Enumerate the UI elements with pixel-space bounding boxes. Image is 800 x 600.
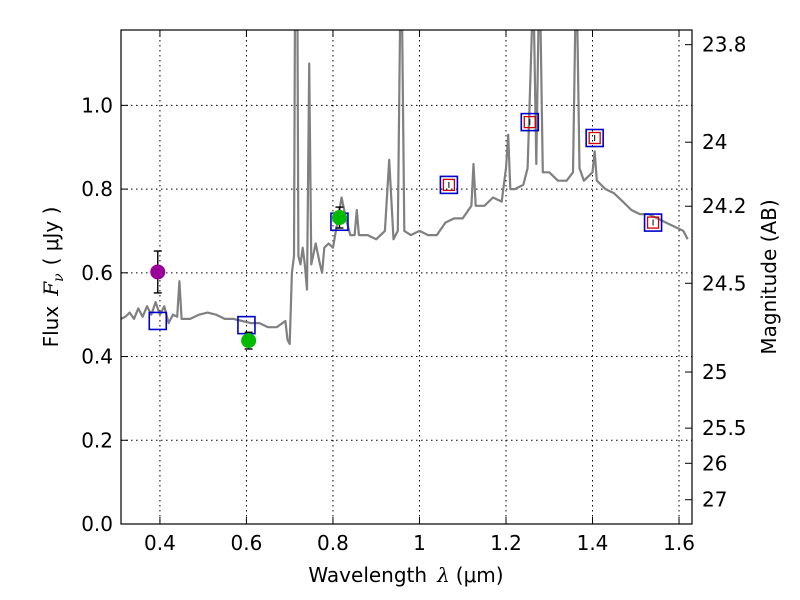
x-tick-label: 1.4 bbox=[577, 531, 609, 555]
model-spectrum-line bbox=[121, 30, 689, 346]
y-tick-label: 1.0 bbox=[81, 93, 113, 117]
y-axis-symbol: F bbox=[39, 281, 63, 297]
y-axis-label: Flux bbox=[39, 306, 63, 348]
y2-tick-label: 25.5 bbox=[702, 416, 747, 440]
y-axis-title: Flux Fν ( μJy ) bbox=[39, 207, 67, 348]
model-spectrum-layer bbox=[121, 30, 689, 346]
y-axis-subscript: ν bbox=[51, 273, 67, 282]
observed-ir-square bbox=[523, 115, 536, 129]
y2-tick-label: 24.2 bbox=[702, 194, 747, 218]
y-tick-label: 0.6 bbox=[81, 261, 113, 285]
x-tick-label: 0.4 bbox=[144, 531, 176, 555]
y2-tick-label: 23.8 bbox=[702, 33, 747, 57]
y2-tick-label: 26 bbox=[702, 451, 727, 475]
observed-ir-square bbox=[646, 216, 660, 229]
x-tick-label: 0.8 bbox=[317, 531, 349, 555]
model-photometry-square bbox=[643, 213, 663, 232]
model-photometry-square bbox=[585, 128, 604, 148]
y2-tick-label: 27 bbox=[702, 488, 727, 512]
observed-detection-point bbox=[241, 333, 257, 349]
y2-axis-title: Magnitude (AB) bbox=[757, 199, 781, 354]
observed-u-band-point bbox=[150, 264, 166, 280]
x-tick-label: 0.6 bbox=[231, 531, 263, 555]
y-tick-label: 0.8 bbox=[81, 177, 113, 201]
y2-tick-label: 24.5 bbox=[702, 271, 747, 295]
y2-tick-label: 24 bbox=[702, 130, 727, 154]
x-axis-label: Wavelength bbox=[308, 563, 427, 587]
observed-ir-square bbox=[588, 131, 601, 145]
observed-detection-point bbox=[331, 210, 347, 226]
x-tick-label: 1 bbox=[413, 531, 426, 555]
plot-frame bbox=[120, 29, 693, 525]
y2-tick-label: 25 bbox=[702, 360, 727, 384]
y-tick-label: 0.0 bbox=[81, 512, 113, 536]
photometry-markers bbox=[148, 112, 663, 350]
x-axis-title: Wavelength λ (μm) bbox=[308, 563, 503, 587]
x-tick-label: 1.2 bbox=[490, 531, 522, 555]
y-tick-label: 0.2 bbox=[81, 428, 113, 452]
model-photometry-square bbox=[520, 112, 540, 132]
x-axis-unit: (μm) bbox=[456, 563, 504, 587]
axis-ticks: 0.4 0.6 0.8 1 1.2 1.4 1.6 0.0 0.2 0.4 0.6 0.8 1.0 23.… bbox=[81, 30, 747, 555]
x-tick-label: 1.6 bbox=[663, 531, 695, 555]
y-axis-unit: ( μJy ) bbox=[39, 207, 63, 266]
x-axis-symbol: λ bbox=[436, 563, 450, 587]
model-photometry-square bbox=[439, 175, 459, 195]
observed-ir-square bbox=[442, 178, 456, 192]
y-tick-label: 0.4 bbox=[81, 345, 113, 369]
model-photometry-square bbox=[148, 311, 168, 331]
